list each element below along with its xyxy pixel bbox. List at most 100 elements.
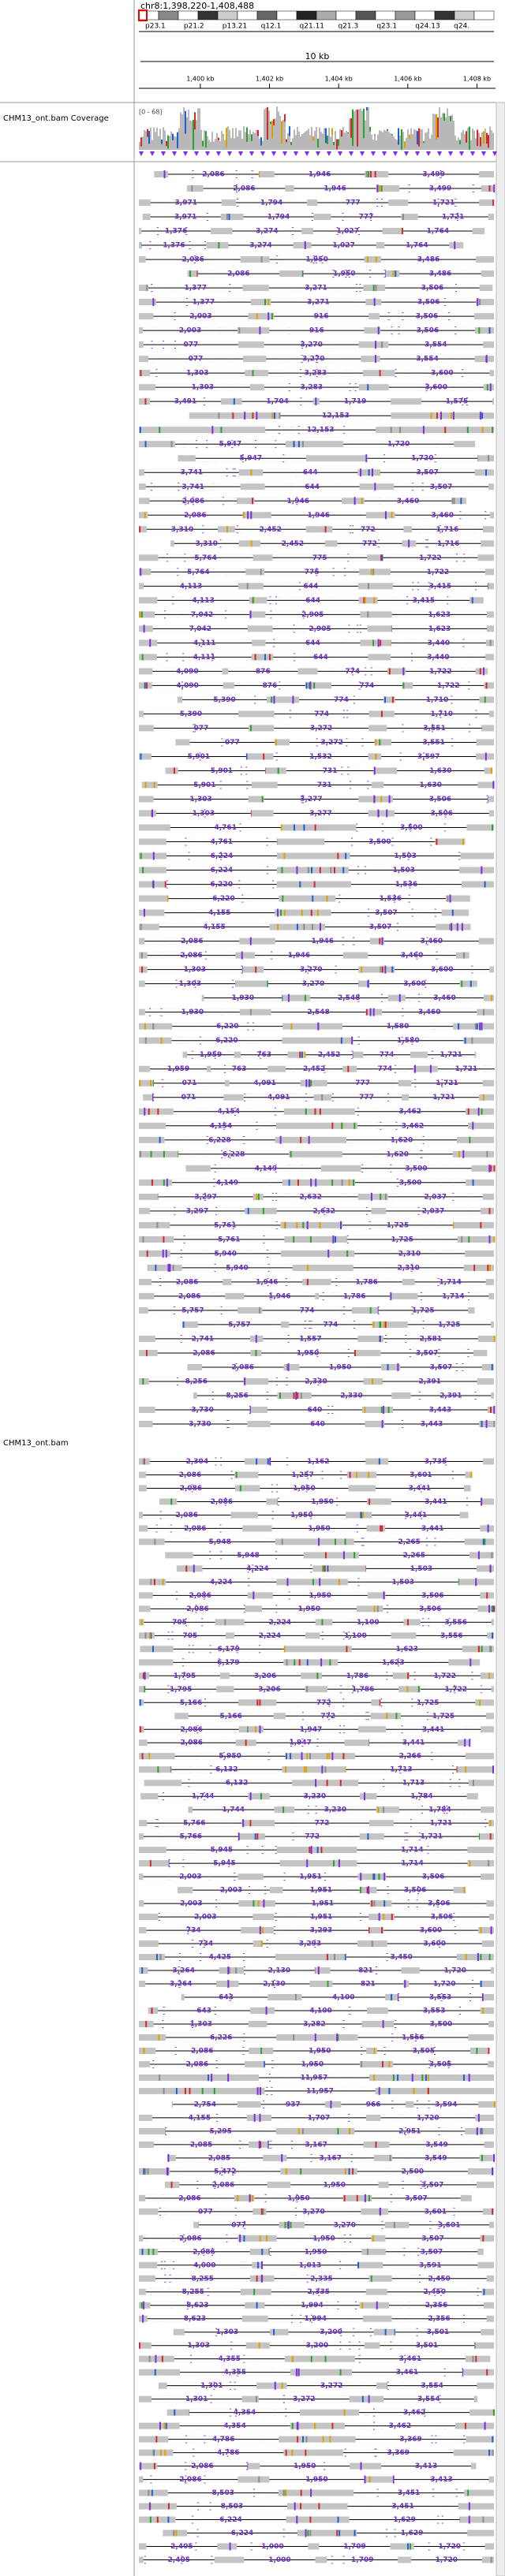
deletion-label: 3,506: [429, 796, 451, 803]
insertion: [369, 1008, 372, 1016]
deletion-label: 937: [286, 2101, 301, 2108]
mismatch: [243, 2235, 245, 2242]
insertion-marker: [349, 151, 354, 156]
deletion-label: 1,376: [163, 242, 185, 250]
mismatch: [281, 2382, 283, 2389]
mismatch: [367, 171, 369, 178]
mismatch: [283, 852, 286, 859]
deletion-label: 1,950: [311, 1498, 333, 1506]
deletion-label: 3,415: [413, 597, 435, 605]
insertion: [488, 1164, 491, 1172]
mismatch: [140, 852, 142, 859]
deletion-label: 1,580: [397, 1037, 419, 1045]
insertion: [317, 1966, 320, 1975]
coverage-bar: [492, 132, 494, 150]
deletion-label: 1,720: [411, 455, 433, 463]
deletion-label: 1,950: [329, 1363, 351, 1371]
coverage-bar: [164, 130, 166, 150]
deletion-label: 5,764: [194, 554, 216, 562]
deletion-label: 6,220: [216, 1023, 238, 1031]
coverage-bar: [434, 114, 436, 150]
mismatch: [256, 1833, 259, 1840]
deletion-label: 4,090: [176, 668, 198, 676]
coverage-bar: [174, 136, 175, 150]
coverage-bar: [346, 130, 347, 150]
mismatch: [475, 2355, 477, 2362]
deletion-label: 1,303: [216, 2328, 238, 2336]
insertion: [477, 298, 479, 307]
insertion: [159, 2421, 161, 2430]
coverage-bar: [429, 138, 431, 150]
coverage-bar: [219, 140, 221, 150]
insertion: [261, 2261, 264, 2269]
deletion-label: 1,950: [309, 1592, 331, 1600]
deletion-label: 4,355: [219, 2355, 241, 2363]
insertion-marker: [172, 151, 177, 156]
mismatch: [391, 696, 394, 703]
mismatch: [152, 1079, 155, 1087]
mismatch: [479, 299, 481, 306]
mismatch: [260, 2141, 262, 2148]
mismatch: [172, 1264, 174, 1271]
mismatch: [464, 1037, 466, 1044]
coverage-bar: [383, 129, 385, 150]
mismatch: [141, 1753, 144, 1760]
insertion: [292, 695, 294, 704]
insertion-marker: [371, 151, 376, 156]
coverage-mismatch: [338, 139, 339, 146]
mismatch: [268, 2248, 271, 2255]
mismatch: [285, 2168, 287, 2175]
deletion-label: 2,086: [179, 2235, 201, 2242]
mismatch: [170, 441, 173, 448]
mismatch: [146, 285, 148, 292]
mismatch: [489, 1820, 492, 1827]
deletion-label: 3,441: [405, 1512, 427, 1519]
insertion-marker: [194, 151, 199, 156]
mismatch: [159, 1954, 162, 1961]
coverage-bar: [451, 114, 453, 150]
mismatch: [451, 498, 454, 505]
deletion-label: 1,725: [391, 1236, 413, 1243]
mismatch: [481, 2154, 484, 2161]
deletion-label: 1,721: [455, 1065, 477, 1073]
deletion-label: 3,507: [430, 483, 452, 491]
mismatch: [326, 895, 328, 902]
insertion: [429, 1064, 432, 1073]
deletion-label: 1,946: [287, 498, 309, 505]
deletion-label: 1,303: [179, 980, 201, 988]
read: [185, 1165, 495, 1172]
mismatch: [365, 171, 368, 178]
deletion-label: 3,486: [429, 270, 451, 278]
mismatch: [491, 1552, 493, 1559]
cytoband: [158, 10, 179, 21]
mismatch: [271, 313, 273, 320]
insertion: [252, 1591, 255, 1600]
scrollbar[interactable]: [496, 102, 505, 2576]
mismatch: [140, 952, 143, 959]
mismatch: [201, 2087, 204, 2094]
insertion: [227, 2073, 230, 2082]
cytoband: [375, 10, 396, 21]
insertion: [297, 2368, 300, 2377]
insertion: [259, 2113, 261, 2122]
deletion-label: 4,154: [210, 1122, 232, 1130]
deletion-label: 1,557: [299, 1335, 321, 1343]
deletion-label: 3,506: [421, 285, 443, 293]
deletion-label: 1,946: [256, 1278, 278, 1286]
insertion-marker: [338, 151, 342, 156]
insertion: [402, 667, 405, 676]
mismatch: [185, 1565, 188, 1572]
mismatch: [306, 1753, 309, 1760]
deletion-label: 4,111: [193, 654, 215, 662]
deletion-label: 1,503: [393, 867, 415, 874]
insertion-marker: [382, 151, 387, 156]
deletion-label: 1,744: [223, 1806, 245, 1814]
mismatch: [382, 1806, 384, 1814]
coverage-bar: [360, 108, 361, 150]
mismatch: [337, 852, 339, 859]
mismatch: [346, 1250, 349, 1257]
mismatch: [144, 682, 146, 689]
mismatch: [452, 1221, 454, 1228]
insertion: [140, 568, 142, 576]
mismatch: [406, 1686, 409, 1693]
